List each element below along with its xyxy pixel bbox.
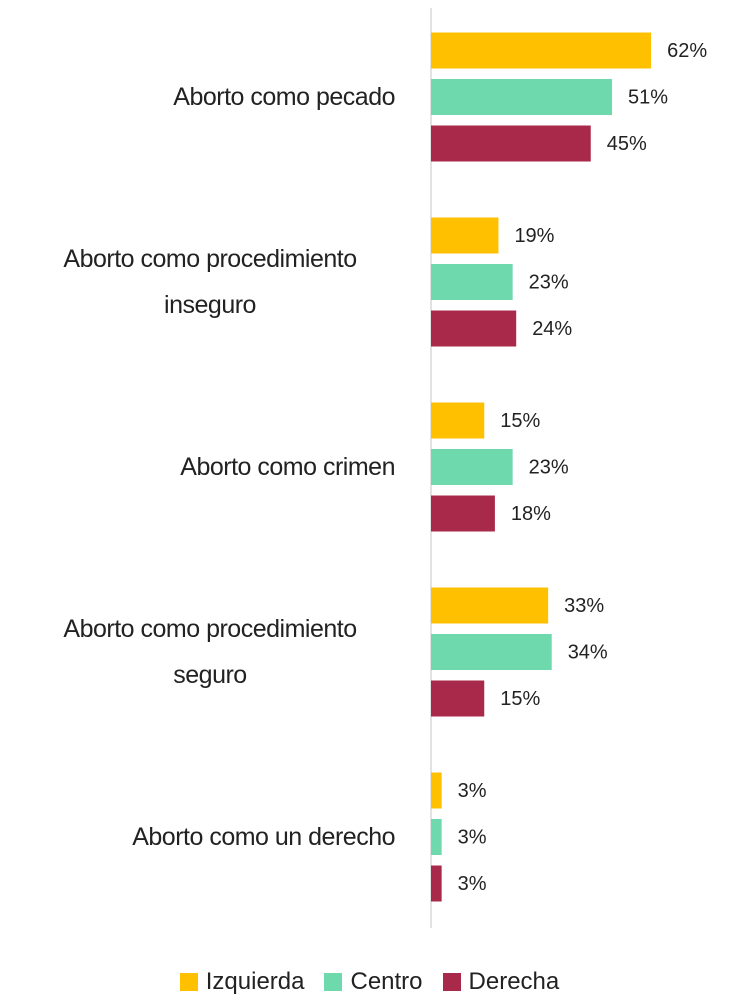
value-label: 3% <box>458 780 487 802</box>
bar <box>431 495 495 532</box>
bar <box>431 79 613 115</box>
legend: Izquierda Centro Derecha <box>0 968 739 996</box>
bar <box>431 680 485 717</box>
value-label: 15% <box>500 410 540 432</box>
category-label-box: Aborto como procedimiento seguro <box>20 592 395 712</box>
bar <box>431 217 499 254</box>
category-label: Aborto como pecado <box>173 83 395 111</box>
bar <box>431 587 549 624</box>
category-label-box: Aborto como pecado <box>20 37 395 157</box>
legend-swatch <box>179 973 198 991</box>
category-label: Aborto como procedimiento seguro <box>63 615 357 689</box>
bar <box>431 402 485 439</box>
bar <box>431 264 513 300</box>
bar <box>431 865 442 902</box>
legend-item: Centro <box>324 968 423 996</box>
value-label: 18% <box>511 503 551 525</box>
value-label: 51% <box>628 86 668 108</box>
category-label-box: Aborto como procedimiento inseguro <box>20 222 395 342</box>
category-label-box: Aborto como un derecho <box>20 777 395 897</box>
legend-item: Izquierda <box>179 968 305 996</box>
value-label: 3% <box>458 873 487 895</box>
value-label: 19% <box>514 225 554 247</box>
value-label: 23% <box>529 456 569 478</box>
value-label: 33% <box>564 595 604 617</box>
legend-label: Centro <box>350 968 423 995</box>
value-label: 15% <box>500 688 540 710</box>
legend-item: Derecha <box>442 968 560 996</box>
legend-swatch <box>442 973 461 991</box>
bar <box>431 125 591 162</box>
value-label: 62% <box>667 40 707 62</box>
value-label: 3% <box>458 826 487 848</box>
bar <box>431 32 652 69</box>
bar <box>431 310 517 347</box>
bar <box>431 449 513 485</box>
legend-swatch <box>324 973 343 991</box>
value-label: 34% <box>568 641 608 663</box>
category-label-box: Aborto como crimen <box>20 407 395 527</box>
bar <box>431 819 442 855</box>
category-label: Aborto como un derecho <box>132 823 395 851</box>
bar <box>431 634 552 670</box>
value-label: 23% <box>529 271 569 293</box>
bar <box>431 772 442 809</box>
value-label: 24% <box>532 318 572 340</box>
category-label: Aborto como procedimiento inseguro <box>63 245 357 319</box>
legend-label: Izquierda <box>205 968 305 995</box>
value-label: 45% <box>607 133 647 155</box>
legend-label: Derecha <box>468 968 560 995</box>
category-label: Aborto como crimen <box>180 453 395 481</box>
